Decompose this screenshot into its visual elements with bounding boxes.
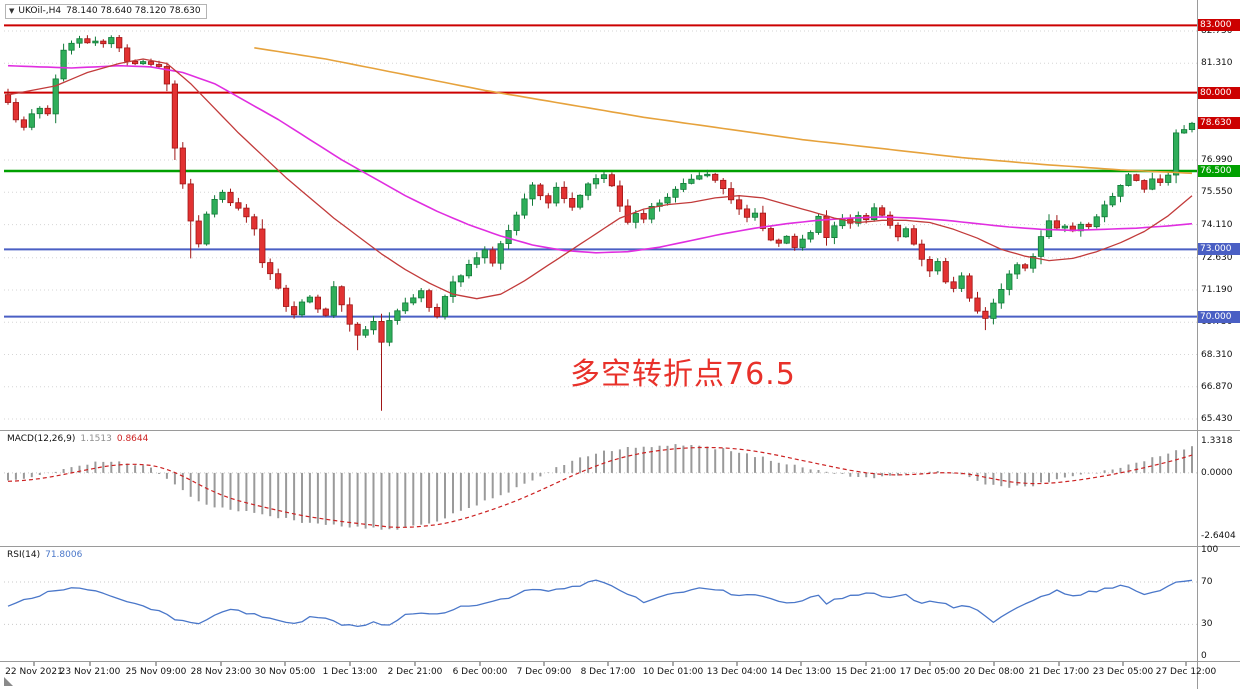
- price-tag: 76.500: [1198, 165, 1240, 177]
- price-tag: 70.000: [1198, 311, 1240, 323]
- chart-corner-marker-icon: [4, 677, 13, 686]
- time-axis-label: 27 Dec 12:00: [1155, 667, 1217, 677]
- time-axis-label: 1 Dec 13:00: [322, 667, 378, 677]
- rsi-indicator-label: RSI(14) 71.8006: [7, 550, 82, 560]
- chart-annotation: 多空转折点76.5: [570, 357, 796, 392]
- macd-signal-value: 0.8644: [116, 434, 149, 444]
- time-axis-label: 21 Dec 17:00: [1028, 667, 1090, 677]
- price-tag: 73.000: [1198, 243, 1240, 255]
- price-axis-label: 81.310: [1201, 58, 1233, 68]
- time-axis-label: 6 Dec 00:00: [452, 667, 508, 677]
- symbol-period-label: UKOil-,H4: [18, 6, 62, 16]
- time-axis-label: 13 Dec 04:00: [706, 667, 768, 677]
- time-axis-label: 30 Nov 05:00: [254, 667, 316, 677]
- dropdown-arrow-icon[interactable]: ▼: [9, 7, 15, 15]
- rsi-axis-label: 70: [1201, 577, 1213, 587]
- symbol-header[interactable]: ▼ UKOil-,H4 78.140 78.640 78.120 78.630: [5, 4, 207, 19]
- price-axis-label: 76.990: [1201, 155, 1233, 165]
- time-axis-label: 10 Dec 01:00: [642, 667, 704, 677]
- price-axis-label: 71.190: [1201, 285, 1233, 295]
- time-axis-label: 28 Nov 23:00: [190, 667, 252, 677]
- time-axis-label: 14 Dec 13:00: [770, 667, 832, 677]
- price-tag: 83.000: [1198, 19, 1240, 31]
- price-axis-label: 75.550: [1201, 187, 1233, 197]
- rsi-axis-label: 0: [1201, 651, 1207, 661]
- macd-axis-label: -2.6404: [1201, 531, 1236, 541]
- price-axis-label: 74.110: [1201, 220, 1233, 230]
- price-axis-label: 72.630: [1201, 253, 1233, 263]
- time-axis-label: 25 Nov 09:00: [125, 667, 187, 677]
- time-axis-label: 7 Dec 09:00: [516, 667, 572, 677]
- macd-main-value: 1.1513: [80, 434, 112, 444]
- time-axis-label: 2 Dec 21:00: [387, 667, 443, 677]
- ohlc-values: 78.140 78.640 78.120 78.630: [66, 6, 201, 16]
- time-axis-label: 15 Dec 21:00: [835, 667, 897, 677]
- price-axis-label: 68.310: [1201, 350, 1233, 360]
- macd-axis-label: 1.3318: [1201, 436, 1233, 446]
- price-axis-label: 65.430: [1201, 414, 1233, 424]
- rsi-value: 71.8006: [45, 550, 83, 560]
- price-tag: 80.000: [1198, 87, 1240, 99]
- time-axis-label: 22 Nov 2021: [5, 667, 63, 677]
- price-axis-label: 82.750: [1201, 26, 1233, 36]
- price-axis-label: 66.870: [1201, 382, 1233, 392]
- time-axis-label: 23 Nov 21:00: [59, 667, 121, 677]
- time-axis-label: 8 Dec 17:00: [580, 667, 636, 677]
- macd-indicator-label: MACD(12,26,9) 1.1513 0.8644: [7, 434, 148, 444]
- time-axis-label: 17 Dec 05:00: [899, 667, 961, 677]
- time-axis-label: 23 Dec 05:00: [1092, 667, 1154, 677]
- time-axis-label: 20 Dec 08:00: [963, 667, 1025, 677]
- price-tag: 78.630: [1198, 117, 1240, 129]
- rsi-name: RSI(14): [7, 550, 41, 560]
- macd-axis-label: 0.0000: [1201, 468, 1233, 478]
- rsi-axis-label: 100: [1201, 545, 1219, 555]
- macd-name: MACD(12,26,9): [7, 434, 76, 444]
- rsi-axis-label: 30: [1201, 619, 1213, 629]
